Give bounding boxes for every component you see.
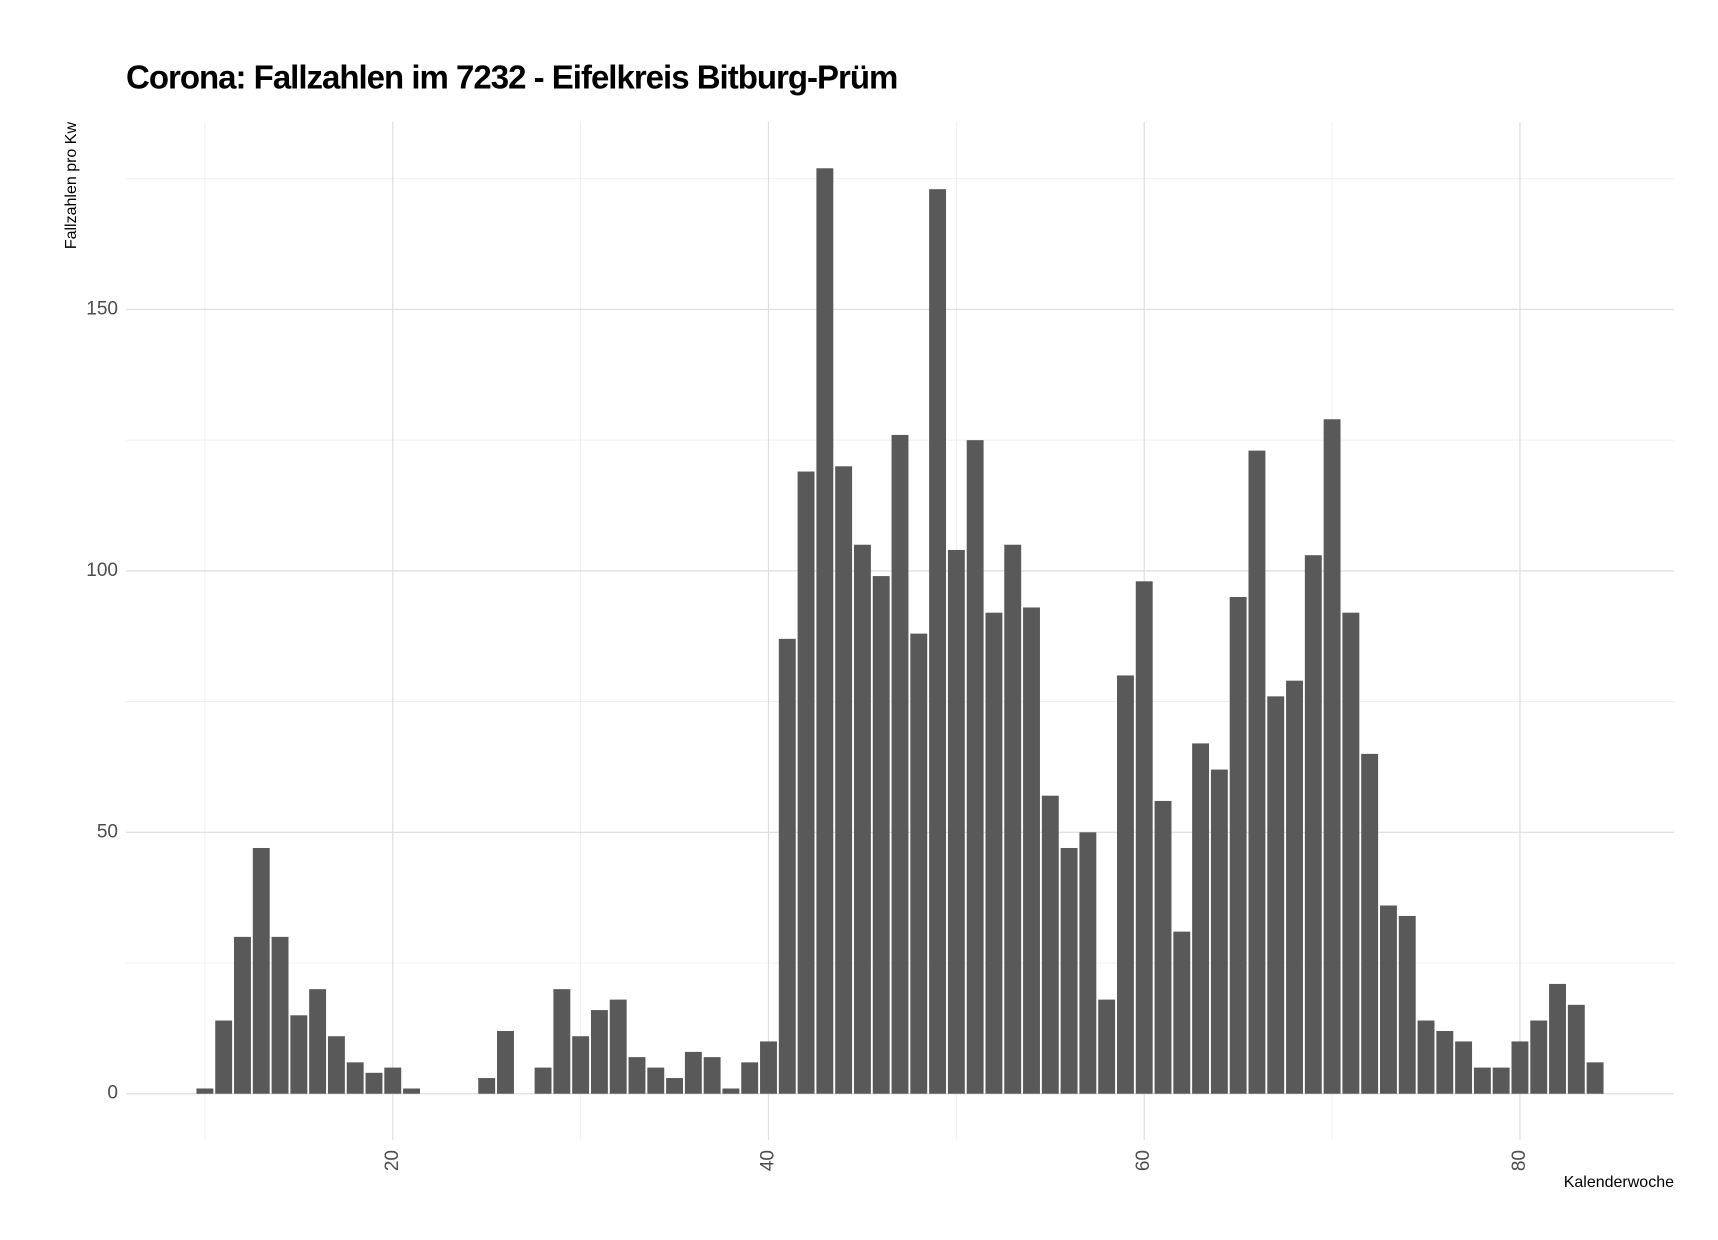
bar — [1549, 983, 1566, 1094]
bar — [760, 1041, 777, 1094]
bar — [252, 847, 270, 1094]
y-tick-label: 50 — [97, 821, 118, 842]
bar — [1417, 1020, 1435, 1094]
bar — [1361, 753, 1379, 1094]
bar — [910, 633, 928, 1094]
bar — [1473, 1067, 1491, 1094]
bar — [628, 1057, 646, 1094]
bar — [196, 1088, 214, 1094]
x-tick-label: 80 — [1509, 1150, 1530, 1171]
bar — [553, 989, 571, 1094]
bar — [1379, 905, 1397, 1094]
bar — [384, 1067, 402, 1094]
bar — [609, 999, 627, 1094]
bar — [1154, 800, 1172, 1094]
bar — [647, 1067, 665, 1094]
bar — [215, 1020, 233, 1094]
bar — [1436, 1030, 1454, 1094]
bar — [1116, 675, 1134, 1094]
bar — [1511, 1041, 1529, 1094]
bar — [872, 576, 890, 1094]
x-axis-label: Kalenderwoche — [1564, 1174, 1674, 1191]
bar — [327, 1036, 345, 1094]
bar — [534, 1067, 552, 1094]
bar — [1342, 612, 1360, 1094]
x-tick-label: 20 — [382, 1150, 403, 1171]
bar — [1041, 795, 1059, 1094]
bars — [196, 168, 1604, 1094]
bar — [271, 936, 289, 1094]
bar — [1023, 607, 1040, 1094]
chart-title: Corona: Fallzahlen im 7232 - Eifelkreis … — [126, 59, 897, 96]
bar — [778, 638, 796, 1094]
bar — [403, 1088, 421, 1094]
bar — [666, 1078, 684, 1094]
bar — [572, 1036, 590, 1094]
bar — [722, 1088, 740, 1094]
bar — [1248, 450, 1266, 1094]
bar — [853, 544, 871, 1094]
bar — [835, 466, 853, 1094]
y-axis-label: Fallzahlen pro Kw — [63, 122, 80, 250]
bar — [891, 434, 909, 1094]
bar — [1267, 696, 1285, 1094]
bar — [234, 936, 251, 1094]
bar — [1229, 597, 1247, 1094]
bar — [1135, 581, 1153, 1094]
bar — [1192, 743, 1210, 1094]
bar — [290, 1015, 308, 1094]
bar — [497, 1030, 514, 1094]
y-tick-label: 0 — [107, 1083, 118, 1104]
bar — [1079, 832, 1097, 1094]
bar — [1567, 1004, 1585, 1094]
bar — [947, 549, 965, 1094]
bar — [703, 1057, 721, 1094]
bar — [1455, 1041, 1473, 1094]
bar — [684, 1051, 702, 1094]
bar — [1398, 915, 1416, 1094]
bar — [966, 440, 984, 1094]
bar — [346, 1062, 364, 1094]
bar — [1323, 419, 1341, 1094]
x-tick-label: 40 — [758, 1150, 779, 1171]
bar — [1286, 680, 1303, 1094]
bar — [365, 1072, 383, 1094]
bar — [309, 989, 327, 1094]
bar — [1098, 999, 1116, 1094]
bar — [478, 1078, 496, 1094]
bar — [929, 189, 947, 1094]
bar — [1060, 847, 1078, 1094]
bar — [1304, 555, 1322, 1094]
y-tick-label: 100 — [86, 560, 118, 581]
bar — [797, 471, 815, 1094]
bar — [816, 168, 834, 1094]
bar — [1004, 544, 1022, 1094]
bar — [741, 1062, 759, 1094]
bar — [1492, 1067, 1510, 1094]
x-tick-label: 60 — [1133, 1150, 1154, 1171]
y-tick-label: 150 — [86, 298, 118, 319]
bar — [985, 612, 1003, 1094]
bar — [1586, 1062, 1604, 1094]
bar — [1530, 1020, 1548, 1094]
bar — [590, 1010, 608, 1094]
bar — [1173, 931, 1191, 1094]
bar — [1210, 769, 1228, 1094]
